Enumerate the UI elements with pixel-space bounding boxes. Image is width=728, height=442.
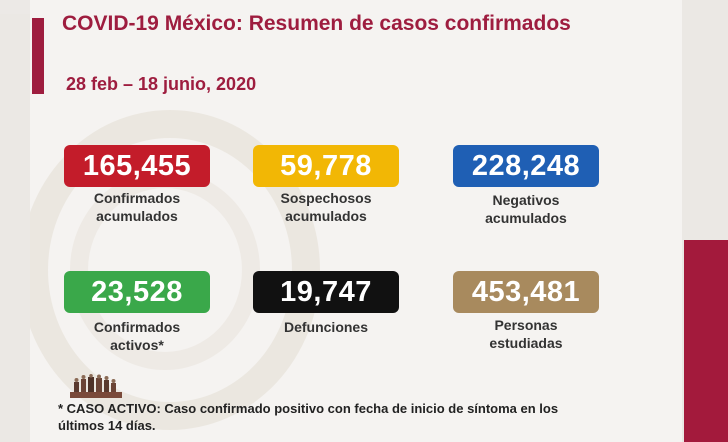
label-line: acumulados [485, 210, 567, 226]
stat-confirmed-value: 165,455 [64, 145, 210, 187]
label-line: Confirmados [93, 319, 181, 335]
right-accent-panel [684, 240, 728, 442]
heroes-emblem-icon [70, 374, 122, 398]
stat-studied-value: 453,481 [453, 271, 599, 313]
right-margin [682, 0, 728, 240]
stat-active-value: 23,528 [64, 271, 210, 313]
title-accent-bar [32, 18, 44, 94]
footnote-line: últimos 14 días. [58, 418, 156, 433]
stat-suspected-label: Sospechosos acumulados [226, 189, 426, 225]
stat-active-label: Confirmados activos* [37, 318, 237, 354]
label-line: acumulados [285, 208, 367, 224]
slide-background [30, 0, 682, 442]
stat-suspected-value: 59,778 [253, 145, 399, 187]
label-line: activos* [110, 337, 164, 353]
stat-deaths-label: Defunciones [226, 318, 426, 336]
date-range: 28 feb – 18 junio, 2020 [66, 74, 257, 94]
page-title: COVID-19 México: Resumen de casos confir… [62, 12, 571, 35]
stat-deaths-value: 19,747 [253, 271, 399, 313]
stat-confirmed-label: Confirmados acumulados [37, 189, 237, 225]
footnote-line: * CASO ACTIVO: Caso confirmado positivo … [58, 401, 559, 416]
label-line: Personas [494, 317, 558, 333]
label-line: estudiadas [489, 335, 563, 351]
stat-negative-value: 228,248 [453, 145, 599, 187]
label-line: Sospechosos [280, 190, 372, 206]
stat-studied-label: Personas estudiadas [426, 316, 626, 352]
label-line: Defunciones [283, 319, 368, 335]
stat-negative-label: Negativos acumulados [426, 191, 626, 227]
label-line: Negativos [492, 192, 560, 208]
active-case-footnote: * CASO ACTIVO: Caso confirmado positivo … [58, 400, 598, 434]
label-line: acumulados [96, 208, 178, 224]
label-line: Confirmados [93, 190, 181, 206]
